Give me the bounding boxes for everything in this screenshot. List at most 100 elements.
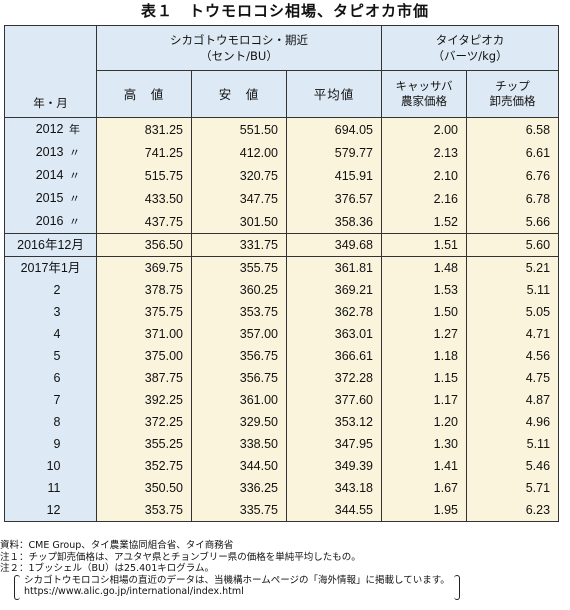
note-2: 注２：1ブッシェル（BU）は25.401キログラム。 xyxy=(0,563,214,574)
cell-cassava: 1.18 xyxy=(381,345,468,367)
cell-average: 415.91 xyxy=(285,164,383,187)
row-year: 2013 xyxy=(35,145,64,159)
cell-chip: 5.60 xyxy=(466,233,560,257)
cell-high: 378.75 xyxy=(96,279,192,301)
cell-cassava: 1.17 xyxy=(381,389,468,411)
row-label: 6 xyxy=(4,367,97,389)
cell-high: 371.00 xyxy=(96,323,192,345)
row-month: 10 xyxy=(46,459,61,473)
row-label: 5 xyxy=(4,345,97,367)
row-year-suffix: 〃 xyxy=(69,147,80,159)
cell-high: 356.50 xyxy=(96,233,192,257)
cell-chip: 4.96 xyxy=(466,411,560,433)
cell-high: 355.25 xyxy=(96,433,192,455)
row-label: 2015 〃 xyxy=(4,187,97,210)
row-label: 2013 〃 xyxy=(4,141,97,164)
row-month: 11 xyxy=(47,481,61,495)
cell-low: 356.75 xyxy=(191,367,287,389)
cell-high: 372.25 xyxy=(96,411,192,433)
cell-chip: 6.76 xyxy=(466,164,560,187)
cell-cassava: 1.67 xyxy=(381,477,468,499)
cell-high: 392.25 xyxy=(96,389,192,411)
header-low: 安 値 xyxy=(191,70,287,118)
cell-cassava: 1.15 xyxy=(381,367,468,389)
cell-average: 349.39 xyxy=(285,455,383,477)
row-year: 2012 xyxy=(35,122,64,136)
table-title: 表１ トウモロコシ相場、タピオカ市価 xyxy=(140,2,429,20)
cell-average: 369.21 xyxy=(285,279,383,301)
row-label: 2 xyxy=(4,279,97,301)
cell-low: 320.75 xyxy=(191,164,287,187)
cell-high: 515.75 xyxy=(96,164,192,187)
cell-cassava: 2.10 xyxy=(381,164,468,187)
header-thai-tapioca: タイタピオカ （バーツ/kg） xyxy=(381,25,560,71)
cell-cassava: 1.52 xyxy=(381,210,468,234)
cell-high: 433.50 xyxy=(96,187,192,210)
cell-low: 338.50 xyxy=(191,433,287,455)
cell-chip: 5.11 xyxy=(466,279,560,301)
cell-chip: 4.87 xyxy=(466,389,560,411)
row-year-suffix: 〃 xyxy=(69,216,80,228)
row-month: 12 xyxy=(46,503,61,517)
row-year-suffix: 〃 xyxy=(69,193,80,205)
table-row: 2016年12月 356.50 331.75 349.68 1.51 5.60 xyxy=(4,233,560,257)
header-chip-wholesale-price: チップ 卸売価格 xyxy=(466,70,560,118)
note-reference-text: シカゴトウモロコシ相場の直近のデータは、当機構ホームページの「海外情報」に掲載し… xyxy=(24,574,450,586)
cell-average: 343.18 xyxy=(285,477,383,499)
notes: 資料：CME Group、タイ農業協同組合省、タイ商務省 注１：チップ卸売価格は… xyxy=(0,540,570,600)
row-label: 3 xyxy=(4,301,97,323)
row-year: 2015 xyxy=(35,191,64,205)
table-row: 2013 〃 741.25 412.00 579.77 2.13 6.61 xyxy=(4,141,560,164)
table-row: 2015 〃 433.50 347.75 376.57 2.16 6.78 xyxy=(4,187,560,210)
cell-chip: 5.46 xyxy=(466,455,560,477)
cell-low: 361.00 xyxy=(191,389,287,411)
cell-chip: 6.61 xyxy=(466,141,560,164)
row-month: 6 xyxy=(53,371,61,385)
cell-chip: 6.58 xyxy=(466,117,560,141)
cell-high: 375.00 xyxy=(96,345,192,367)
table-row: 2 378.75 360.25 369.21 1.53 5.11 xyxy=(4,279,560,301)
cell-average: 361.81 xyxy=(285,256,383,279)
cell-high: 741.25 xyxy=(96,141,192,164)
cell-chip: 6.23 xyxy=(466,499,560,522)
note-reference: シカゴトウモロコシ相場の直近のデータは、当機構ホームページの「海外情報」に掲載し… xyxy=(14,574,460,600)
cell-average: 377.60 xyxy=(285,389,383,411)
table-row: 2012 年 831.25 551.50 694.05 2.00 6.58 xyxy=(4,117,560,141)
header-cassava-line1: キャッサバ xyxy=(395,79,453,93)
row-label: 4 xyxy=(4,323,97,345)
row-year: 2014 xyxy=(35,168,64,182)
price-table: 年・月 シカゴトウモロコシ・期近 （セント/BU） タイタピオカ （バーツ/kg… xyxy=(4,25,560,522)
table-row: 5 375.00 356.75 366.61 1.18 4.56 xyxy=(4,345,560,367)
header-cassava-line2: 農家価格 xyxy=(401,94,448,108)
cell-low: 412.00 xyxy=(191,141,287,164)
cell-cassava: 1.51 xyxy=(381,233,468,257)
row-label: 2016年12月 xyxy=(4,233,97,257)
table-row: 2014 〃 515.75 320.75 415.91 2.10 6.76 xyxy=(4,164,560,187)
row-label: 7 xyxy=(4,389,97,411)
cell-cassava: 1.50 xyxy=(381,301,468,323)
row-label: 10 xyxy=(4,455,97,477)
table-row: 12 353.75 335.75 344.55 1.95 6.23 xyxy=(4,499,560,522)
cell-average: 366.61 xyxy=(285,345,383,367)
row-label: 2016 〃 xyxy=(4,210,97,234)
cell-average: 376.57 xyxy=(285,187,383,210)
cell-low: 360.25 xyxy=(191,279,287,301)
cell-high: 375.75 xyxy=(96,301,192,323)
header-year-month: 年・月 xyxy=(4,25,97,118)
cell-chip: 5.66 xyxy=(466,210,560,234)
header-chicago-unit: （セント/BU） xyxy=(200,49,278,63)
cell-average: 694.05 xyxy=(285,117,383,141)
cell-cassava: 1.30 xyxy=(381,433,468,455)
table-row: 8 372.25 329.50 353.12 1.20 4.96 xyxy=(4,411,560,433)
row-label: 2017年1月 xyxy=(4,256,97,279)
cell-cassava: 2.00 xyxy=(381,117,468,141)
header-cassava-farm-price: キャッサバ 農家価格 xyxy=(381,70,468,118)
cell-chip: 5.21 xyxy=(466,256,560,279)
cell-cassava: 2.13 xyxy=(381,141,468,164)
row-label: 12 xyxy=(4,499,97,522)
cell-cassava: 2.16 xyxy=(381,187,468,210)
row-label: 2014 〃 xyxy=(4,164,97,187)
cell-cassava: 1.53 xyxy=(381,279,468,301)
header-average: 平均値 xyxy=(285,70,383,118)
row-month: 5 xyxy=(53,349,61,363)
